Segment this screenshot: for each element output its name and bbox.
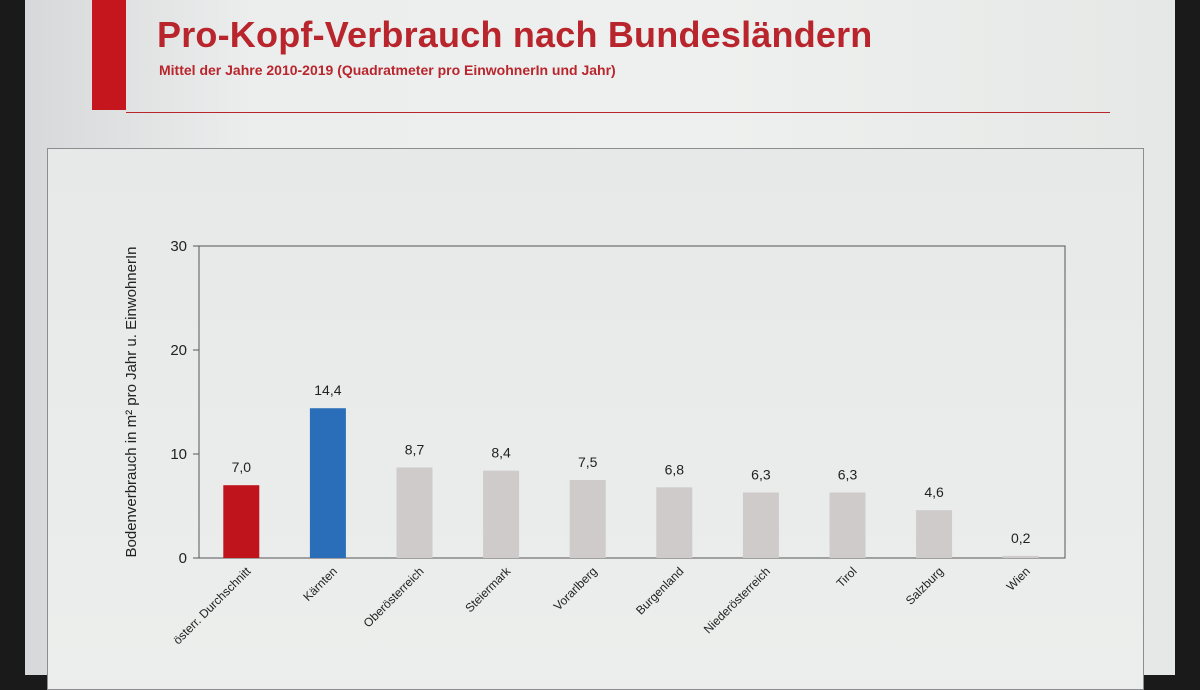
bar-wien <box>1002 555 1039 558</box>
y-tick-label: 10 <box>170 446 187 463</box>
title-divider <box>126 112 1110 113</box>
bars <box>223 408 1039 558</box>
value-label: 14,4 <box>314 382 341 398</box>
category-label: Salzburg <box>903 564 946 607</box>
category-label: Steiermark <box>462 564 514 616</box>
plot-area <box>198 245 1066 559</box>
bar-niederösterreich <box>742 492 779 558</box>
value-label: 8,4 <box>491 445 511 461</box>
category-label: Oberösterreich <box>361 564 427 630</box>
value-label: 6,3 <box>838 466 858 482</box>
value-label: 6,3 <box>751 466 771 482</box>
y-tick-label: 20 <box>170 342 187 359</box>
bar-salzburg <box>916 510 953 558</box>
value-label: 7,5 <box>578 454 598 470</box>
bar-tirol <box>829 492 866 558</box>
category-label: Tirol <box>834 564 860 590</box>
slide-title: Pro-Kopf-Verbrauch nach Bundesländern <box>157 14 873 55</box>
category-label: Niederösterreich <box>701 564 773 636</box>
category-label: Kärnten <box>300 564 340 604</box>
bar-oberösterreich <box>396 467 433 558</box>
value-label: 8,7 <box>405 442 425 458</box>
y-axis: 0 10 20 30 <box>170 238 199 567</box>
bar-burgenland <box>656 487 693 558</box>
bar-kärnten <box>309 408 346 558</box>
value-label: 7,0 <box>232 459 252 475</box>
y-axis-title: Bodenverbrauch in m² pro Jahr u. Einwohn… <box>123 246 140 557</box>
accent-bar <box>92 0 126 110</box>
category-label: österr. Durchschnitt <box>170 564 253 647</box>
value-label: 6,8 <box>665 461 685 477</box>
value-labels: 7,0 14,4 8,7 8,4 7,5 6,8 6,3 6,3 4,6 0,2 <box>232 382 1031 546</box>
chart-frame: 0 10 20 30 7,0 14,4 8,7 8,4 7,5 6,8 6,3 6,3 4,6 0,2 … <box>47 148 1144 690</box>
category-label: Vorarlberg <box>551 564 600 613</box>
slide-subtitle: Mittel der Jahre 2010-2019 (Quadratmeter… <box>159 62 616 78</box>
category-label: Burgenland <box>633 564 686 617</box>
slide: Pro-Kopf-Verbrauch nach Bundesländern Mi… <box>25 0 1175 690</box>
y-tick-label: 30 <box>170 238 187 255</box>
category-label: Wien <box>1004 564 1033 593</box>
bar-österr-durchschnitt <box>223 485 260 558</box>
bar-vorarlberg <box>569 480 606 558</box>
value-label: 0,2 <box>1011 530 1031 546</box>
y-tick-label: 0 <box>179 550 187 567</box>
value-label: 4,6 <box>924 484 944 500</box>
x-axis-labels: österr. Durchschnitt Kärnten Oberösterreic… <box>170 564 1032 648</box>
bar-steiermark <box>483 470 520 558</box>
